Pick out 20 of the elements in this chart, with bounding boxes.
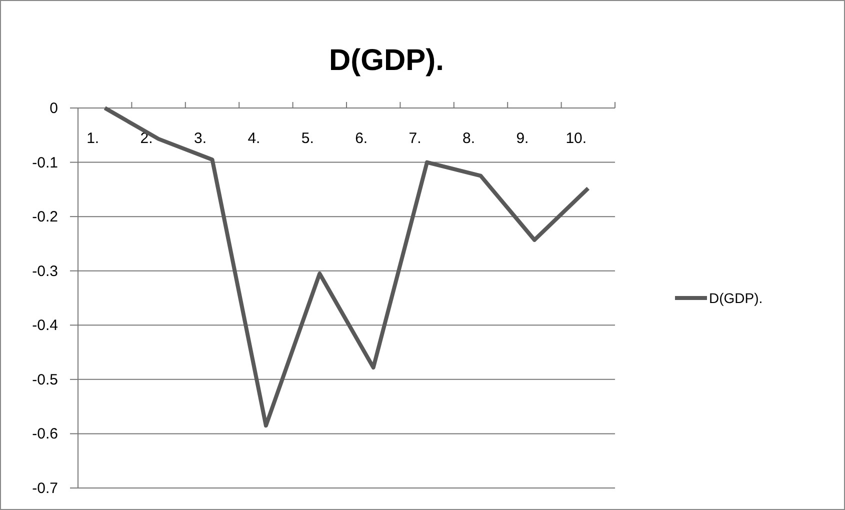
x-tick-label: 8. [462,130,476,147]
y-tick-label: 0 [50,100,58,117]
line-series [102,106,590,428]
y-tick-label: -0.2 [32,208,58,226]
x-tick-label: 5. [301,130,314,147]
x-tick-label: 4. [248,130,260,147]
x-tick-label: 1. [86,130,100,147]
x-tick-label: 9. [516,130,529,147]
legend-label: D(GDP). [709,290,763,306]
y-tick-label: -0.6 [32,426,58,443]
chart-title: D(GDP). [329,44,444,77]
x-tick-label: 10. [566,130,587,147]
y-tick-label: -0.1 [32,154,58,172]
y-tick-label: -0.7 [32,480,58,497]
y-tick-label: -0.5 [32,371,58,388]
y-tick-label: -0.4 [32,317,58,334]
x-tick-label: 6. [355,130,368,147]
y-tick-label: -0.3 [32,262,58,280]
x-tick-label: 3. [194,130,207,147]
x-tick-label: 7. [408,130,422,147]
